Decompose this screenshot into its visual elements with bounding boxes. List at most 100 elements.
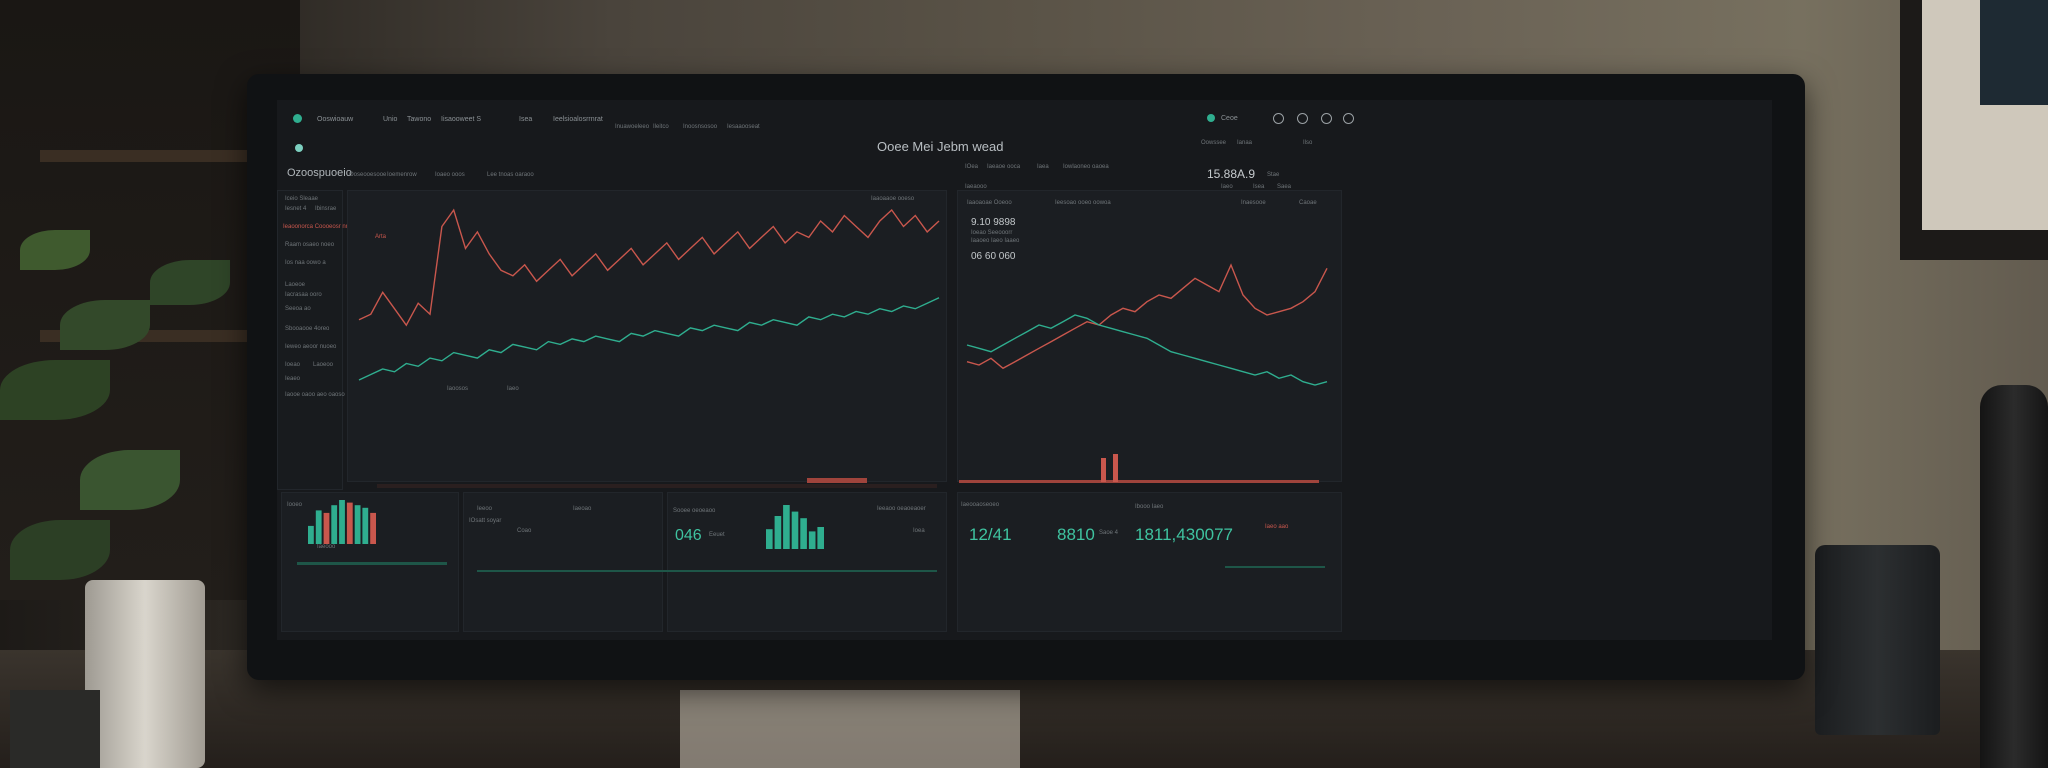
profile-icon[interactable]	[1343, 113, 1354, 124]
nav-item[interactable]: Tawono	[407, 116, 432, 123]
top-right-label: Ceoe	[1221, 115, 1238, 122]
kpi-value: 1811,430077	[1135, 525, 1234, 544]
bar	[346, 502, 353, 544]
chart-footer: Iaeo	[507, 386, 519, 392]
section-icon	[295, 144, 303, 152]
status-dot-icon	[1207, 114, 1215, 122]
desk-paper	[680, 690, 1020, 768]
dashboard-screen: Ooswioauw Unio Tawono Iisaooweet S Isea …	[277, 100, 1772, 640]
sidebar-item[interactable]: Seeoa ao	[285, 306, 311, 312]
kpi-label: Iaeo aao	[1265, 524, 1289, 530]
bar	[817, 527, 824, 549]
main-chart-range-handle[interactable]	[807, 478, 867, 483]
sidebar-item[interactable]: Iceio Sleaae	[285, 196, 319, 202]
right-sublabel: Ieesoao ooeo oowoa	[1055, 200, 1111, 206]
bar-chart-b	[766, 505, 824, 549]
subtab[interactable]: Ooseooesooe	[349, 172, 387, 178]
right-tab[interactable]: Iowlaoneo oaoea	[1063, 164, 1109, 170]
card-sub: Coao	[517, 528, 532, 534]
series-line-1	[358, 297, 940, 381]
card-sub: Iaeoao	[573, 506, 592, 512]
chart-marker: Arta	[375, 234, 387, 240]
bar	[791, 511, 799, 549]
plant-pot-small	[10, 690, 100, 768]
main-chart-panel	[347, 190, 947, 482]
shelf-board	[40, 150, 270, 162]
kpi-suffix: Saoe 4	[1099, 530, 1119, 536]
bar	[323, 512, 330, 544]
kpi-label: Ibooo Iaeo	[1135, 504, 1164, 510]
series-line-1	[966, 314, 1328, 386]
right-select[interactable]: Iaeaooo	[965, 184, 987, 190]
sidebar-item[interactable]: Raam osaeo noeo	[285, 242, 335, 248]
bar	[370, 512, 376, 544]
bar	[362, 507, 369, 544]
nav-item[interactable]: Isea	[519, 116, 533, 123]
card	[957, 492, 1342, 632]
sidebar-item[interactable]: Laoeoo	[313, 362, 334, 368]
card	[463, 492, 663, 632]
card-value-sub: Eeuet	[709, 532, 725, 538]
right-sublabel: Caoae	[1299, 200, 1317, 206]
plant-leaf	[10, 520, 110, 580]
sidebar-item[interactable]: Iacrasaa ooro	[285, 292, 322, 298]
right-chart-panel	[957, 190, 1342, 482]
plant-leaf	[0, 360, 110, 420]
card	[667, 492, 947, 632]
sidebar-item[interactable]: Ios naa oowo a	[285, 260, 326, 266]
center-link[interactable]: Ileitco	[653, 124, 669, 130]
card-title: Sooee oeoeaoo	[673, 508, 716, 514]
right-tab[interactable]: Iaeaoe ooca	[987, 164, 1021, 170]
plant-leaf	[80, 450, 180, 510]
sidebar-item[interactable]: Sbooaooe 4oreo	[285, 326, 330, 332]
sidebar-item[interactable]: Laoeoe	[285, 282, 306, 288]
settings-icon[interactable]	[1297, 113, 1308, 124]
notification-icon[interactable]	[1273, 113, 1284, 124]
center-link[interactable]: Inuawoeleeo	[615, 124, 650, 130]
dashboard-title: Ooee Mei Jebm wead	[877, 139, 1004, 154]
sidebar-item[interactable]: Ieweo aeoor nuoeo	[285, 344, 337, 350]
bottle	[1980, 385, 2048, 768]
help-icon[interactable]	[1321, 113, 1332, 124]
nav-item[interactable]: Iisaooweet S	[441, 116, 482, 123]
plant-leaf	[150, 260, 230, 305]
right-select-option[interactable]: Iaeo	[1221, 184, 1233, 190]
card-sub: Ioea	[913, 528, 925, 534]
center-link[interactable]: Iesaaooseat	[727, 124, 760, 130]
chart-footer: Iaoosos	[447, 386, 469, 392]
sidebar-item[interactable]: Iaooe oaoo aeo oaoso	[285, 392, 345, 398]
main-chart-scrollbar[interactable]	[377, 484, 937, 488]
sidebar-item-alert[interactable]: Ieaoonorca Coooeosr nrao	[283, 224, 355, 230]
metric-b: 06 60 060	[971, 251, 1016, 262]
right-tab[interactable]: IOea	[965, 164, 979, 170]
card-sparkline	[297, 562, 447, 565]
app-logo-icon[interactable]	[293, 114, 302, 123]
sidebar-item[interactable]: Ieaeo	[285, 376, 301, 382]
plant-leaf	[20, 230, 90, 270]
subtab[interactable]: Ioaeo ooos	[435, 172, 465, 178]
sidebar-item[interactable]: Iesnet 4	[285, 206, 307, 212]
nav-item[interactable]: Ooswioauw	[317, 116, 354, 123]
right-select-option[interactable]: Saea	[1277, 184, 1292, 190]
cup	[1815, 545, 1940, 735]
bar	[774, 516, 782, 549]
sidebar-item[interactable]: Ibinsrae	[315, 206, 337, 212]
nav-item[interactable]: Unio	[383, 116, 398, 123]
bar	[808, 531, 816, 549]
main-line-chart	[358, 208, 940, 381]
subtab[interactable]: Lee tnoas oaraoo	[487, 172, 534, 178]
center-link[interactable]: Inoosnsosoo	[683, 124, 718, 130]
picture-frame-art	[1980, 0, 2048, 105]
series-line-0	[358, 208, 940, 327]
plant-leaf	[60, 300, 150, 350]
chart-legend: Iaaoaaoe ooeso	[871, 196, 915, 202]
card-title: Ieeaoo oeaoeaoer	[877, 506, 926, 512]
bar	[783, 505, 790, 549]
card-value: 046	[675, 527, 702, 544]
subtab[interactable]: Ioemenrow	[387, 172, 417, 178]
nav-item[interactable]: Ieelsioalosrrnrat	[553, 116, 603, 123]
sidebar-item[interactable]: Ioeao	[285, 362, 301, 368]
card-sparkline	[477, 570, 937, 572]
right-select-option[interactable]: Isea	[1253, 184, 1265, 190]
right-tab[interactable]: Iaea	[1037, 164, 1049, 170]
